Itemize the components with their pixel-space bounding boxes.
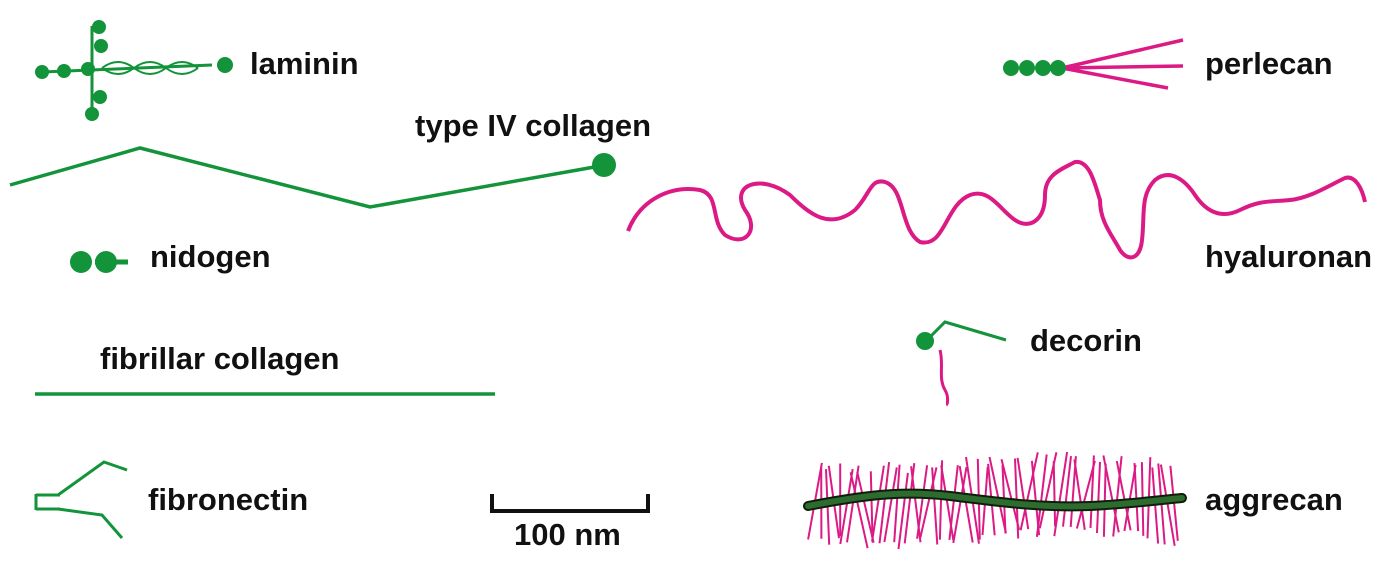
aggrecan-side-chain (1016, 457, 1030, 530)
aggrecan-side-chain (1123, 464, 1137, 532)
hyaluronan-molecule (626, 160, 1367, 260)
aggrecan-side-chain (1000, 459, 1021, 530)
aggrecan-side-chain (1102, 455, 1120, 533)
aggrecan-side-chain (1052, 461, 1057, 527)
aggrecan-side-chain (1089, 455, 1095, 528)
nidogen-molecule (70, 251, 128, 273)
aggrecan-side-chain (952, 466, 968, 544)
aggrecan-side-chain (846, 465, 860, 543)
aggrecan-side-chain (1073, 459, 1086, 530)
aggrecan-side-chain (869, 471, 874, 543)
aggrecan-side-chain (839, 468, 854, 545)
aggrecan-label: aggrecan (1205, 482, 1343, 517)
aggrecan-side-chain (958, 465, 974, 543)
aggrecan-side-chain (1096, 461, 1101, 534)
aggrecan-side-chain (871, 465, 885, 542)
aggrecan-side-chain (1014, 458, 1020, 539)
scale-bar-label: 100 nm (514, 517, 621, 552)
aggrecan-side-chain (1053, 451, 1069, 537)
aggrecan-side-chain (856, 471, 875, 543)
hyaluronan-label: hyaluronan (1205, 239, 1373, 274)
aggrecan-side-chain (849, 472, 869, 549)
perlecan-molecule (1003, 38, 1184, 90)
decorin-label: decorin (1030, 323, 1142, 358)
aggrecan-side-chain (916, 465, 929, 539)
aggrecan-side-chain (1035, 454, 1048, 538)
fibrillar-collagen-label: fibrillar collagen (100, 341, 340, 376)
aggrecan-side-chain (1112, 456, 1123, 537)
decorin-molecule (916, 320, 1007, 407)
aggrecan-side-chain (948, 465, 959, 541)
perlecan-label: perlecan (1205, 46, 1333, 81)
aggrecan-side-chain (1115, 460, 1132, 531)
fibronectin-molecule (34, 460, 128, 539)
fibronectin-label: fibronectin (148, 482, 309, 517)
aggrecan-side-chain (1019, 452, 1039, 531)
nidogen-label: nidogen (150, 239, 271, 274)
type-iv-collagen-label: type IV collagen (415, 108, 652, 143)
aggrecan-side-chain (1159, 464, 1176, 546)
laminin-molecule (35, 20, 233, 121)
aggrecan-side-chain (1062, 455, 1072, 527)
aggrecan-side-chain (897, 472, 909, 550)
aggrecan-molecule (803, 451, 1187, 550)
aggrecan-side-chain (893, 464, 901, 543)
aggrecan-side-chain (1075, 460, 1096, 529)
aggrecan-side-chain (1133, 463, 1140, 532)
aggrecan-side-chain (988, 456, 1007, 534)
aggrecan-side-chain (878, 461, 891, 544)
scale-bar (490, 494, 650, 513)
type-iv-collagen-molecule (9, 146, 616, 209)
aggrecan-side-chain (931, 467, 939, 545)
aggrecan-side-chain (883, 467, 898, 543)
laminin-label: laminin (250, 46, 359, 81)
